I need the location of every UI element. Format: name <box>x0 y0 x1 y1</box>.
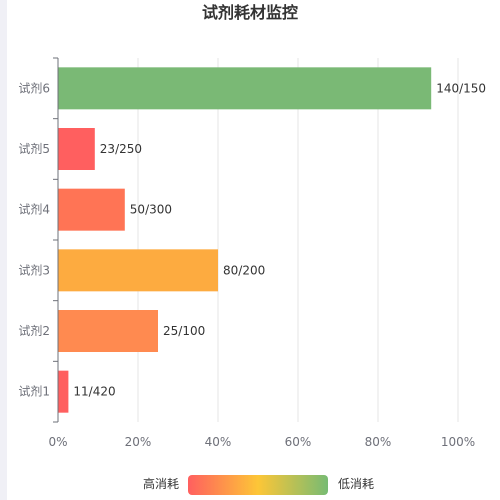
x-tick-label: 80% <box>365 435 392 449</box>
data-label: 50/300 <box>130 203 172 217</box>
y-tick-label: 试剂5 <box>18 141 50 156</box>
bar <box>58 370 69 413</box>
legend-high-label: 低消耗 <box>338 477 374 491</box>
data-label: 140/150 <box>436 81 486 95</box>
bar <box>58 310 158 352</box>
chart-title: 试剂耗材监控 <box>201 3 298 22</box>
x-tick-label: 40% <box>205 435 232 449</box>
legend-gradient-bar <box>188 475 328 495</box>
legend-low-label: 高消耗 <box>143 476 179 491</box>
x-tick-label: 100% <box>441 435 475 449</box>
data-label: 23/250 <box>100 142 142 156</box>
bar <box>58 67 432 110</box>
x-tick-label: 0% <box>48 435 67 449</box>
y-tick-label: 试剂3 <box>18 262 50 277</box>
y-tick-label: 试剂1 <box>18 384 50 399</box>
bar <box>58 249 218 292</box>
side-strip <box>0 0 7 500</box>
data-label: 80/200 <box>223 263 265 277</box>
x-tick-label: 20% <box>125 435 152 449</box>
y-tick-label: 试剂4 <box>18 202 50 217</box>
data-label: 25/100 <box>163 324 205 338</box>
y-tick-label: 试剂2 <box>18 323 50 338</box>
bar <box>58 128 95 170</box>
x-tick-label: 60% <box>285 435 312 449</box>
bar <box>58 188 125 231</box>
data-label: 11/420 <box>73 385 115 399</box>
y-tick-label: 试剂6 <box>18 80 50 95</box>
